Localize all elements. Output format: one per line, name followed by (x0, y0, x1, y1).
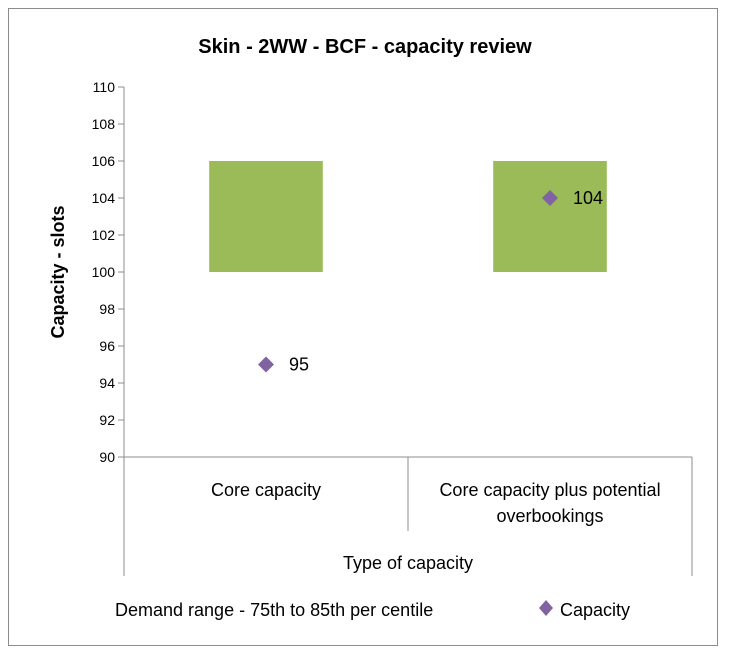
x-category-label: Core capacity (211, 480, 321, 500)
y-tick-label: 92 (99, 412, 115, 428)
capacity-marker (258, 356, 274, 373)
y-tick-label: 106 (92, 153, 116, 169)
y-tick-label: 94 (99, 375, 115, 391)
legend-label-capacity: Capacity (560, 600, 630, 620)
capacity-marker (542, 190, 558, 206)
y-axis: 90 92 94 96 98 100 102 104 106 108 110 (92, 79, 125, 465)
legend: Demand range - 75th to 85th per centile … (115, 600, 630, 620)
y-tick-label: 104 (92, 190, 116, 206)
y-tick-label: 100 (92, 264, 116, 280)
y-tick-label: 108 (92, 116, 116, 132)
legend-label-demand-range: Demand range - 75th to 85th per centile (115, 600, 433, 620)
y-tick-label: 96 (99, 338, 115, 354)
y-tick-label: 102 (92, 227, 116, 243)
y-tick-label: 98 (99, 301, 115, 317)
chart-frame (8, 8, 718, 646)
x-category-label: Core capacity plus potential (439, 480, 660, 500)
plot-bars (209, 161, 607, 272)
x-category-label: overbookings (496, 506, 603, 526)
y-axis-title: Capacity - slots (48, 205, 68, 338)
demand-range-bar (493, 161, 607, 272)
legend-marker-capacity (539, 600, 553, 616)
demand-range-bar (209, 161, 323, 272)
capacity-data-label: 104 (573, 188, 603, 208)
y-tick-label: 90 (99, 449, 115, 465)
x-axis-title: Type of capacity (343, 553, 473, 573)
plot-points: 95 104 (258, 188, 603, 375)
capacity-data-label: 95 (289, 355, 309, 375)
x-axis: Core capacity Core capacity plus potentia… (123, 456, 693, 576)
chart-title: Skin - 2WW - BCF - capacity review (198, 36, 532, 58)
y-tick-label: 110 (93, 79, 116, 95)
